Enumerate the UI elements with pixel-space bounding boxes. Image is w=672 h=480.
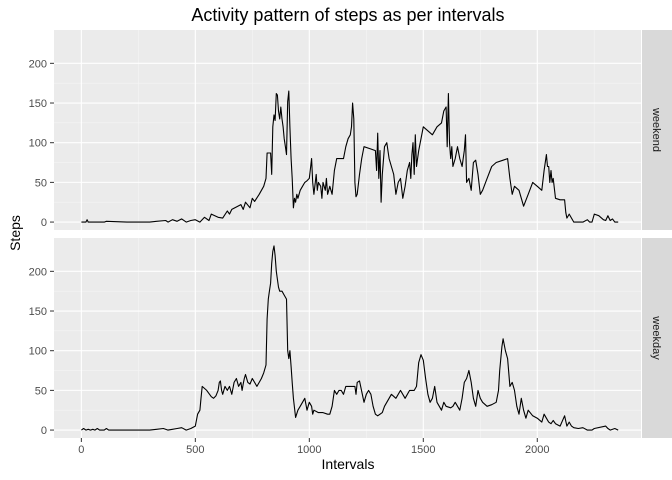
y-axis-title: Steps bbox=[7, 215, 23, 251]
y-tick-label: 50 bbox=[35, 177, 47, 189]
panel-background bbox=[54, 238, 641, 438]
panel-weekend: 0 50 100 150 200 weekend bbox=[29, 30, 672, 230]
panel-weekday: 0 50 100 150 200 weekday bbox=[29, 238, 672, 438]
y-tick-label: 100 bbox=[29, 138, 47, 150]
x-tick-label: 0 bbox=[78, 444, 84, 456]
x-tick-label: 2000 bbox=[525, 444, 549, 456]
x-axis-title: Intervals bbox=[322, 456, 375, 472]
x-tick-label: 500 bbox=[186, 444, 204, 456]
y-tick-label: 150 bbox=[29, 98, 47, 110]
series-line-weekday bbox=[81, 245, 619, 431]
y-tick-label: 50 bbox=[35, 385, 47, 397]
x-tick-label: 1000 bbox=[297, 444, 321, 456]
y-tick-label: 0 bbox=[41, 425, 47, 437]
y-tick-label: 200 bbox=[29, 58, 47, 70]
y-tick-label: 100 bbox=[29, 346, 47, 358]
chart-title: Activity pattern of steps as per interva… bbox=[191, 5, 504, 25]
series-line-weekend bbox=[81, 90, 619, 223]
facet-strip bbox=[642, 238, 672, 438]
facet-label-weekend: weekend bbox=[650, 107, 662, 152]
chart-panels: 0 50 100 150 200 weekend 0 50 100 150 200 weekday bbox=[29, 30, 672, 438]
facet-strip bbox=[642, 30, 672, 230]
x-tick-label: 1500 bbox=[411, 444, 435, 456]
panel-background bbox=[54, 30, 641, 230]
y-tick-label: 150 bbox=[29, 306, 47, 318]
y-tick-label: 200 bbox=[29, 266, 47, 278]
facet-label-weekday: weekday bbox=[650, 315, 662, 360]
y-tick-label: 0 bbox=[41, 217, 47, 229]
x-axis-ticks: 0 500 1000 1500 2000 bbox=[78, 438, 550, 456]
